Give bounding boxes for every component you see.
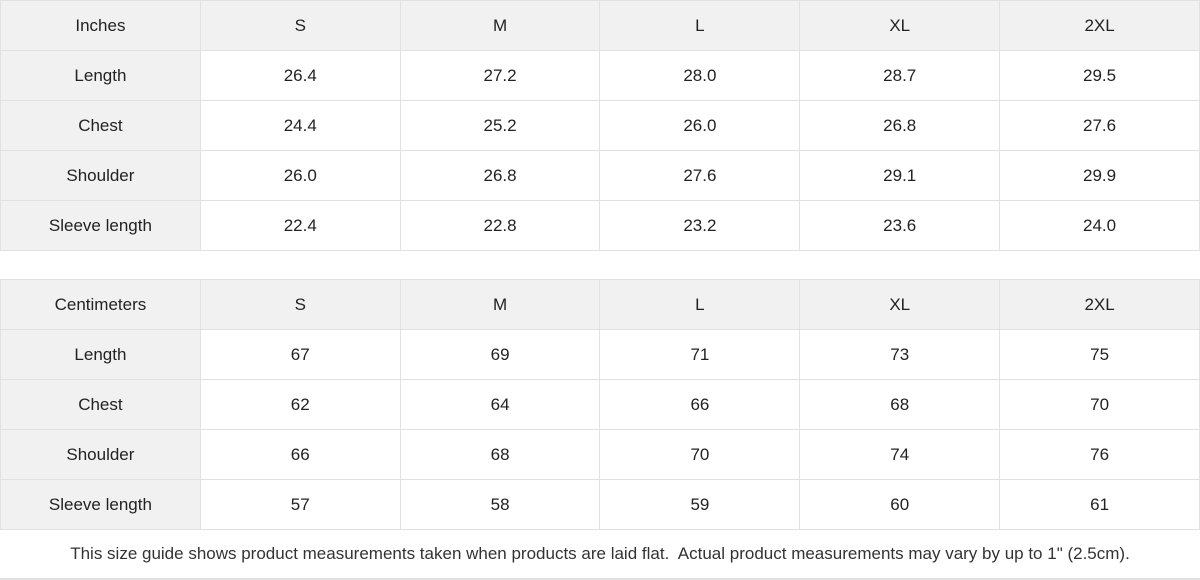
value-cell: 64 (399, 379, 601, 430)
row-label-chest: Chest (0, 379, 201, 430)
centimeters-table: Centimeters S M L XL 2XL Length 67 69 71… (0, 279, 1200, 530)
value-cell: 67 (199, 329, 401, 380)
value-cell: 27.6 (999, 100, 1200, 151)
size-header-xl: XL (799, 0, 1001, 51)
value-cell: 62 (199, 379, 401, 430)
value-cell: 60 (799, 479, 1001, 530)
value-cell: 26.0 (599, 100, 801, 151)
measurement-row-chest: Chest 62 64 66 68 70 (0, 379, 1200, 430)
size-header-2xl: 2XL (999, 279, 1200, 330)
size-header-m: M (399, 279, 601, 330)
value-cell: 26.8 (399, 150, 601, 201)
value-cell: 73 (799, 329, 1001, 380)
value-cell: 23.6 (799, 200, 1001, 251)
value-cell: 26.0 (199, 150, 401, 201)
value-cell: 28.0 (599, 50, 801, 101)
measurement-row-length: Length 26.4 27.2 28.0 28.7 29.5 (0, 50, 1200, 101)
value-cell: 59 (599, 479, 801, 530)
centimeters-header-row: Centimeters S M L XL 2XL (0, 279, 1200, 330)
value-cell: 58 (399, 479, 601, 530)
size-header-s: S (199, 0, 401, 51)
value-cell: 27.6 (599, 150, 801, 201)
value-cell: 24.0 (999, 200, 1200, 251)
value-cell: 75 (999, 329, 1200, 380)
size-header-xl: XL (799, 279, 1001, 330)
value-cell: 23.2 (599, 200, 801, 251)
size-header-2xl: 2XL (999, 0, 1200, 51)
measurement-row-sleeve-length: Sleeve length 57 58 59 60 61 (0, 479, 1200, 530)
measurement-row-sleeve-length: Sleeve length 22.4 22.8 23.2 23.6 24.0 (0, 200, 1200, 251)
row-label-length: Length (0, 329, 201, 380)
value-cell: 28.7 (799, 50, 1001, 101)
value-cell: 69 (399, 329, 601, 380)
value-cell: 74 (799, 429, 1001, 480)
row-label-shoulder: Shoulder (0, 429, 201, 480)
value-cell: 68 (399, 429, 601, 480)
measurement-row-chest: Chest 24.4 25.2 26.0 26.8 27.6 (0, 100, 1200, 151)
row-label-chest: Chest (0, 100, 201, 151)
value-cell: 66 (199, 429, 401, 480)
value-cell: 29.1 (799, 150, 1001, 201)
row-label-sleeve-length: Sleeve length (0, 479, 201, 530)
value-cell: 68 (799, 379, 1001, 430)
value-cell: 26.8 (799, 100, 1001, 151)
value-cell: 27.2 (399, 50, 601, 101)
table-gap (0, 251, 1200, 279)
size-header-l: L (599, 279, 801, 330)
size-header-m: M (399, 0, 601, 51)
row-label-sleeve-length: Sleeve length (0, 200, 201, 251)
unit-header-inches: Inches (0, 0, 201, 51)
value-cell: 70 (599, 429, 801, 480)
value-cell: 29.5 (999, 50, 1200, 101)
measurement-row-shoulder: Shoulder 26.0 26.8 27.6 29.1 29.9 (0, 150, 1200, 201)
row-label-length: Length (0, 50, 201, 101)
value-cell: 57 (199, 479, 401, 530)
value-cell: 70 (999, 379, 1200, 430)
size-header-s: S (199, 279, 401, 330)
measurement-row-shoulder: Shoulder 66 68 70 74 76 (0, 429, 1200, 480)
inches-table: Inches S M L XL 2XL Length 26.4 27.2 28.… (0, 0, 1200, 251)
value-cell: 22.8 (399, 200, 601, 251)
value-cell: 76 (999, 429, 1200, 480)
footer-note: This size guide shows product measuremen… (0, 530, 1200, 580)
inches-header-row: Inches S M L XL 2XL (0, 0, 1200, 51)
value-cell: 22.4 (199, 200, 401, 251)
value-cell: 61 (999, 479, 1200, 530)
value-cell: 25.2 (399, 100, 601, 151)
value-cell: 71 (599, 329, 801, 380)
value-cell: 66 (599, 379, 801, 430)
value-cell: 24.4 (199, 100, 401, 151)
row-label-shoulder: Shoulder (0, 150, 201, 201)
value-cell: 26.4 (199, 50, 401, 101)
size-header-l: L (599, 0, 801, 51)
measurement-row-length: Length 67 69 71 73 75 (0, 329, 1200, 380)
value-cell: 29.9 (999, 150, 1200, 201)
unit-header-centimeters: Centimeters (0, 279, 201, 330)
